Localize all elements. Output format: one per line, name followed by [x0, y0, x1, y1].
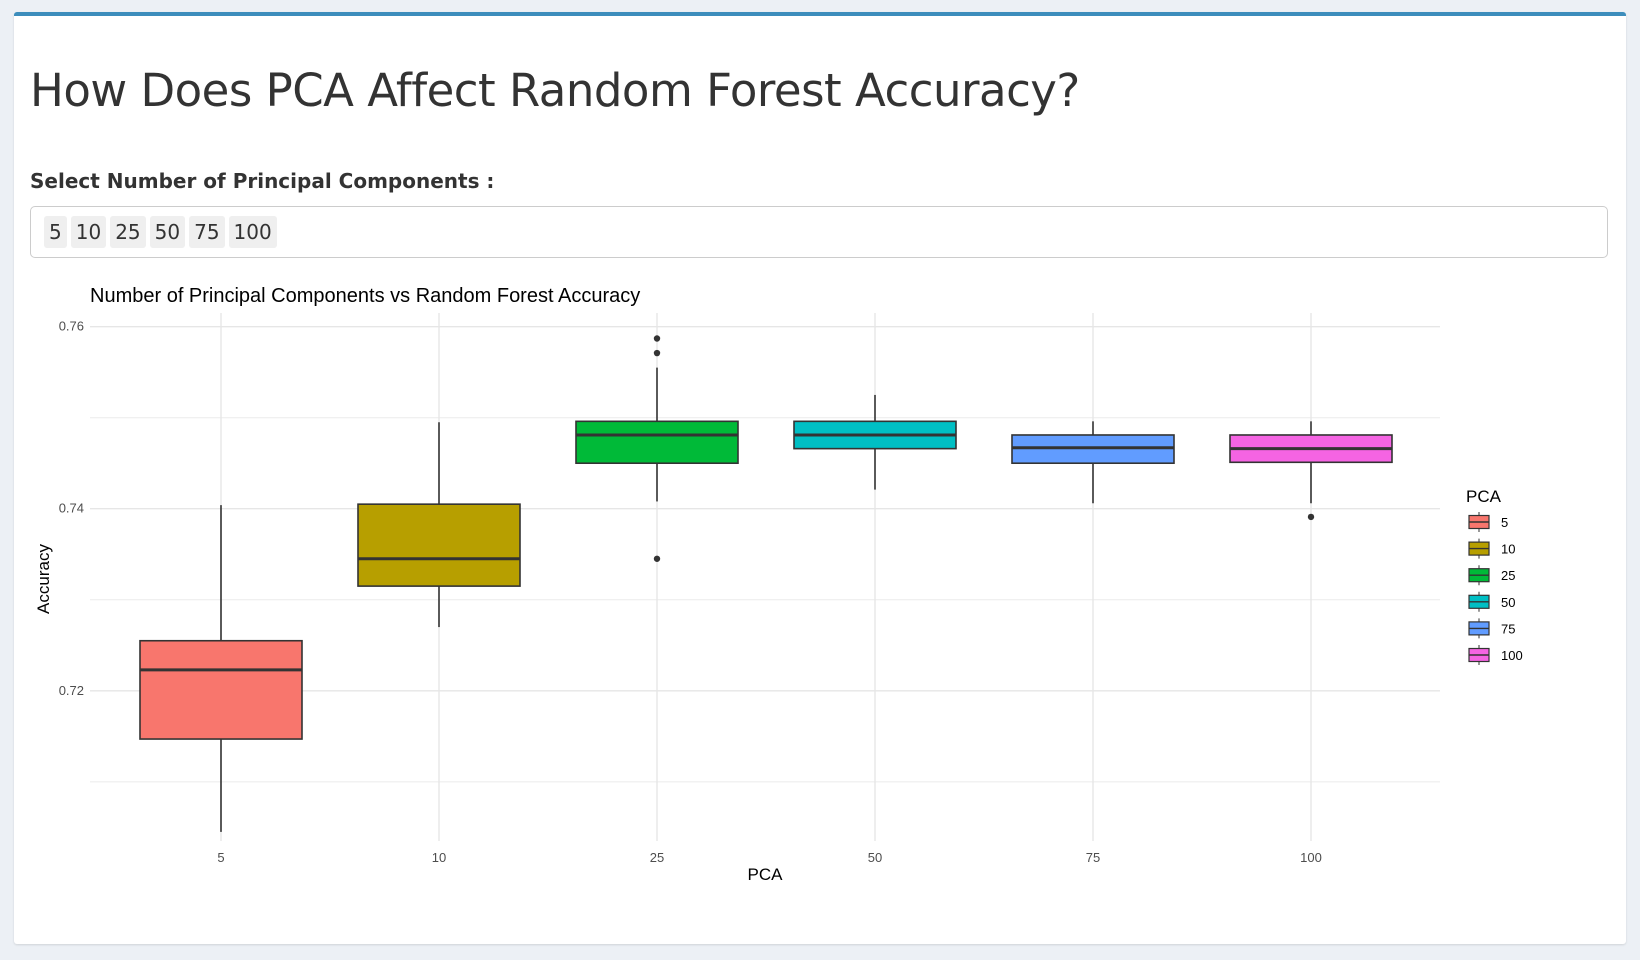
chart-title: Number of Principal Components vs Random…	[90, 285, 640, 307]
selected-item-5[interactable]: 5	[44, 216, 67, 248]
legend-title: PCA	[1466, 487, 1502, 506]
x-tick-label: 5	[217, 850, 224, 865]
x-tick-label: 50	[868, 850, 882, 865]
selected-item-10[interactable]: 10	[70, 216, 107, 248]
legend-label: 100	[1501, 648, 1523, 663]
box-75	[1011, 421, 1175, 504]
y-axis-title: Accuracy	[34, 544, 53, 614]
y-tick-label: 0.74	[59, 501, 84, 516]
legend-label: 75	[1501, 621, 1515, 636]
grid: 0.72 0.74 0.76 5 10 25 50 75 100	[59, 313, 1440, 865]
box-5	[139, 505, 303, 832]
plot-marks	[139, 335, 1393, 832]
legend-label: 50	[1501, 595, 1515, 610]
box-iqr	[357, 503, 521, 587]
pca-multi-select[interactable]: 5 10 25 50 75 100	[30, 206, 1608, 258]
legend: 5 10 25 50 75 100	[1468, 512, 1523, 665]
box-25	[575, 335, 739, 562]
outlier-point	[653, 349, 661, 357]
legend-key-25: 25	[1468, 565, 1515, 586]
legend-key-75: 75	[1468, 618, 1515, 639]
x-tick-label: 10	[432, 850, 446, 865]
legend-key-50: 50	[1468, 591, 1515, 612]
main-panel: How Does PCA Affect Random Forest Accura…	[14, 12, 1626, 944]
page-title: How Does PCA Affect Random Forest Accura…	[30, 64, 1080, 117]
legend-label: 5	[1501, 515, 1508, 530]
box-iqr	[139, 639, 303, 740]
legend-key-100: 100	[1468, 645, 1523, 665]
legend-key-5: 5	[1468, 512, 1508, 532]
selected-item-25[interactable]: 25	[110, 216, 146, 248]
legend-label: 25	[1501, 568, 1515, 583]
outlier-point	[653, 555, 661, 562]
box-100	[1229, 421, 1393, 521]
selected-item-100[interactable]: 100	[228, 216, 277, 248]
x-tick-label: 25	[650, 850, 664, 865]
pca-select-label: Select Number of Principal Components :	[30, 169, 495, 193]
box-50	[793, 394, 957, 490]
y-tick-label: 0.72	[59, 683, 84, 698]
x-tick-label: 100	[1300, 850, 1322, 865]
outlier-point	[653, 335, 661, 342]
y-tick-label: 0.76	[59, 319, 84, 334]
boxplot-chart: Number of Principal Components vs Random…	[34, 285, 1523, 884]
outlier-point	[1307, 513, 1315, 521]
x-axis-title: PCA	[748, 865, 784, 884]
selected-item-75[interactable]: 75	[189, 216, 225, 248]
selected-item-50[interactable]: 50	[149, 216, 186, 248]
legend-key-10: 10	[1468, 538, 1515, 559]
box-10	[357, 422, 521, 628]
x-tick-label: 75	[1086, 850, 1100, 865]
box-iqr	[575, 420, 739, 465]
legend-label: 10	[1501, 542, 1515, 557]
